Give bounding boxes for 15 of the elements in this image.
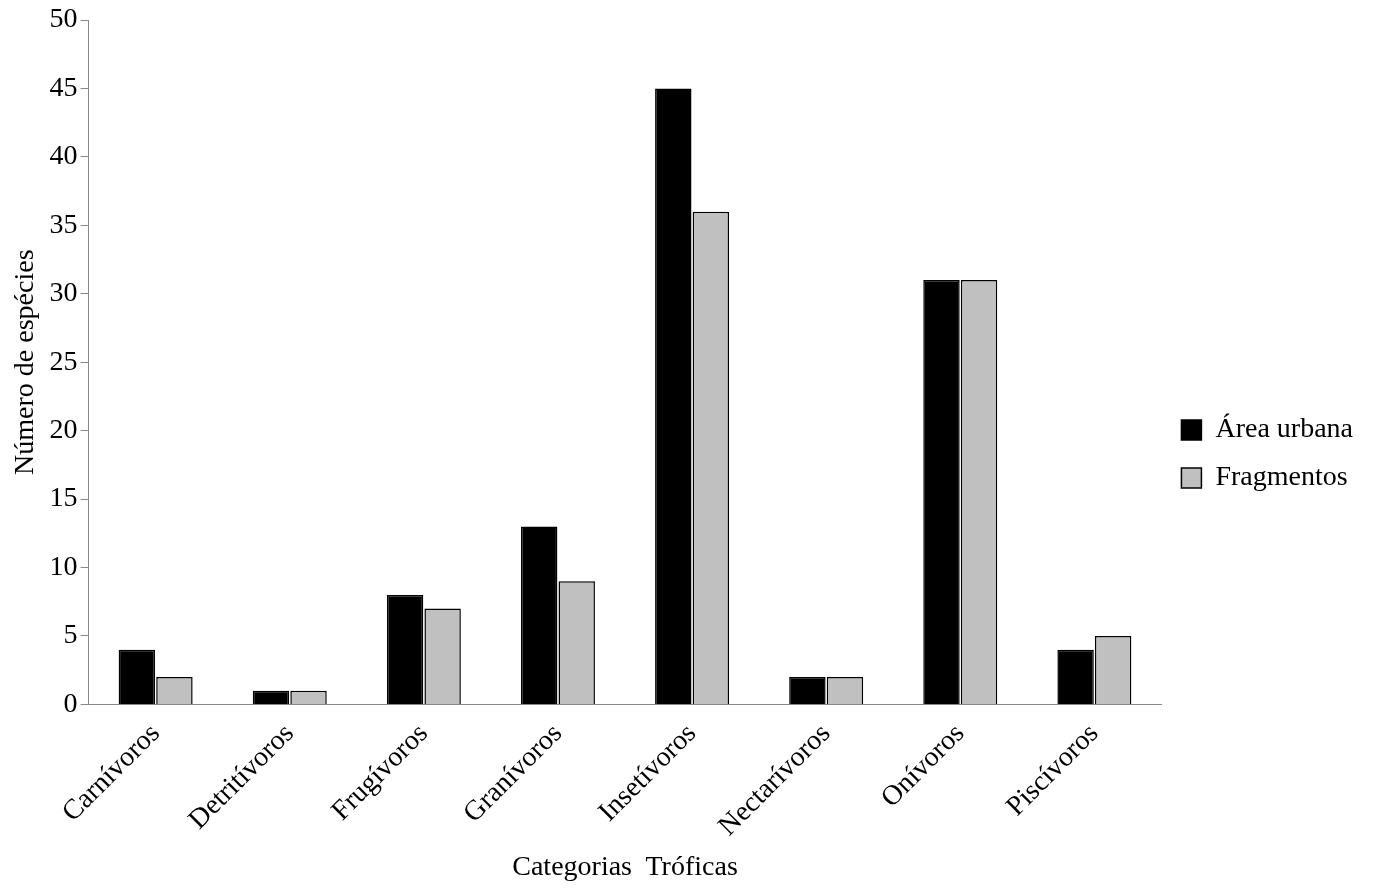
y-tick-label: 15: [49, 481, 78, 513]
y-tick-label: 30: [49, 276, 78, 308]
y-tick-label: 5: [63, 618, 78, 650]
legend-label: Fragmentos: [1215, 460, 1348, 492]
y-tick-label: 40: [49, 139, 78, 171]
y-tick-label: 0: [63, 686, 78, 718]
y-tick-label: 20: [49, 412, 78, 444]
y-tick-label: 10: [49, 549, 78, 581]
y-tick-label: 35: [49, 207, 78, 239]
y-tick-label: 25: [49, 344, 78, 376]
x-axis-title: Categorias Tróficas: [512, 849, 738, 881]
y-axis-title: Número de espécies: [8, 249, 40, 475]
y-tick-label: 45: [49, 70, 78, 102]
y-tick-label: 50: [49, 2, 78, 34]
legend-label: Área urbana: [1215, 412, 1354, 444]
